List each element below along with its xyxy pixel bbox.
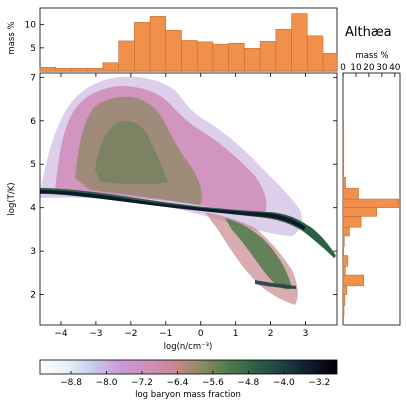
- right-hist-bar: [342, 274, 364, 287]
- colorbar-tick-label: −4.8: [237, 378, 259, 388]
- cool-gas-plume-core: [225, 218, 292, 290]
- colorbar-tick-label: −4.0: [273, 378, 295, 388]
- right-hist-bar: [342, 246, 344, 256]
- right-hist-bar: [342, 207, 377, 217]
- top-hist-bar: [71, 67, 88, 72]
- right-hist-x-tick-label: 20: [363, 63, 375, 73]
- top-hist-bar: [39, 67, 56, 72]
- right-hist-x-tick-label: 0: [340, 63, 346, 73]
- y-tick-label: 6: [30, 117, 36, 127]
- x-tick-label: −4: [54, 329, 68, 339]
- right-hist-bar: [342, 120, 345, 178]
- right-hist-bars: [342, 120, 399, 326]
- x-tick-label: −1: [159, 329, 172, 339]
- density-histogram-panel: 5 10 mass %: [7, 7, 338, 72]
- y-tick-label: 3: [30, 247, 36, 257]
- main-frame: [39, 72, 338, 326]
- right-hist-bar: [342, 177, 346, 189]
- y-axis-label: log(T/K): [7, 182, 17, 215]
- colorbar-tick-label: −5.6: [202, 378, 224, 388]
- right-hist-x-tick-label: 30: [376, 63, 388, 73]
- right-hist-x-tick-label: 10: [350, 63, 362, 73]
- right-hist-bar: [342, 305, 345, 317]
- right-hist-bar: [342, 226, 350, 237]
- chart-title: Althæa: [345, 25, 392, 40]
- x-axis-label: log(n/cm⁻³): [164, 342, 213, 352]
- top-hist-bar: [244, 48, 261, 72]
- y-tick-label: 4: [30, 204, 36, 214]
- top-hist-bar: [291, 13, 308, 72]
- x-tick-label: 3: [303, 329, 309, 339]
- colorbar-tick-label: −7.2: [131, 378, 153, 388]
- top-hist-bar: [259, 41, 277, 72]
- right-hist-bar: [342, 216, 362, 228]
- top-hist-y-tick-label: 5: [30, 44, 36, 54]
- right-hist-x-ticks: 0 10 20 30 40: [340, 63, 401, 77]
- top-hist-bar: [118, 40, 135, 72]
- y-tick-label: 7: [30, 73, 36, 83]
- main-y-ticks: 2 3 4 5 6 7: [30, 73, 337, 301]
- equilibrium-ridge-core: [40, 190, 306, 230]
- main-x-ticks: −4 −3 −2 −1 0 1 2 3: [54, 73, 308, 339]
- right-hist-xlabel: mass %: [355, 51, 388, 61]
- top-hist-bars: [39, 13, 338, 72]
- top-hist-bar: [275, 29, 292, 72]
- top-hist-bar: [196, 41, 214, 72]
- right-hist-bar: [342, 198, 399, 208]
- top-hist-bar: [307, 35, 324, 72]
- y-tick-label: 2: [30, 291, 36, 301]
- right-hist-bar: [342, 285, 348, 295]
- colorbar-ticks: −8.8 −8.0 −7.2 −6.4 −5.6 −4.8 −4.0 −3.2: [60, 371, 330, 388]
- cold-dense-streak: [255, 280, 296, 289]
- top-hist-y-tick-label: 10: [25, 21, 37, 31]
- top-hist-bar: [55, 67, 72, 72]
- x-tick-label: −2: [124, 329, 137, 339]
- colorbar-strip: [39, 359, 338, 375]
- top-hist-bar: [86, 67, 104, 72]
- x-tick-label: 1: [233, 329, 239, 339]
- right-hist-bar: [342, 316, 344, 326]
- right-hist-bar: [342, 187, 359, 200]
- right-hist-bar: [342, 294, 346, 306]
- temperature-histogram-panel: 0 10 20 30 40 mass %: [340, 51, 401, 326]
- top-hist-bar: [134, 22, 151, 72]
- right-hist-x-tick-label: 40: [389, 63, 401, 73]
- top-hist-bar: [212, 43, 229, 72]
- hot-gas-cloud-dense-2: [95, 120, 168, 185]
- colorbar-tick-label: −8.0: [96, 378, 118, 388]
- colorbar-tick-label: −8.8: [60, 378, 82, 388]
- top-hist-bar: [165, 29, 182, 72]
- top-hist-bar: [149, 16, 167, 72]
- phase-heatmap-panel: −4 −3 −2 −1 0 1 2 3 2 3 4 5 6 7 log(n/cm⁻³) log(T/K): [7, 72, 338, 352]
- top-hist-bar: [102, 62, 119, 72]
- right-hist-bar: [342, 255, 349, 267]
- right-hist-bar: [342, 266, 346, 276]
- colorbar-label: log baryon mass fraction: [135, 390, 241, 400]
- colorbar: −8.8 −8.0 −7.2 −6.4 −5.6 −4.8 −4.0 −3.2 log bar…: [39, 359, 338, 400]
- right-hist-bar: [342, 235, 345, 248]
- top-hist-bar: [181, 40, 198, 72]
- x-tick-label: −3: [89, 329, 102, 339]
- colorbar-tick-label: −6.4: [166, 378, 188, 388]
- top-hist-y-ticks: 5 10: [25, 21, 44, 54]
- x-tick-label: 0: [198, 329, 204, 339]
- colorbar-tick-label: −3.2: [308, 378, 330, 388]
- x-tick-label: 2: [268, 329, 274, 339]
- top-hist-ylabel: mass %: [7, 21, 17, 54]
- top-hist-bar: [228, 42, 245, 72]
- top-hist-bar: [322, 53, 338, 72]
- y-tick-label: 5: [30, 160, 36, 170]
